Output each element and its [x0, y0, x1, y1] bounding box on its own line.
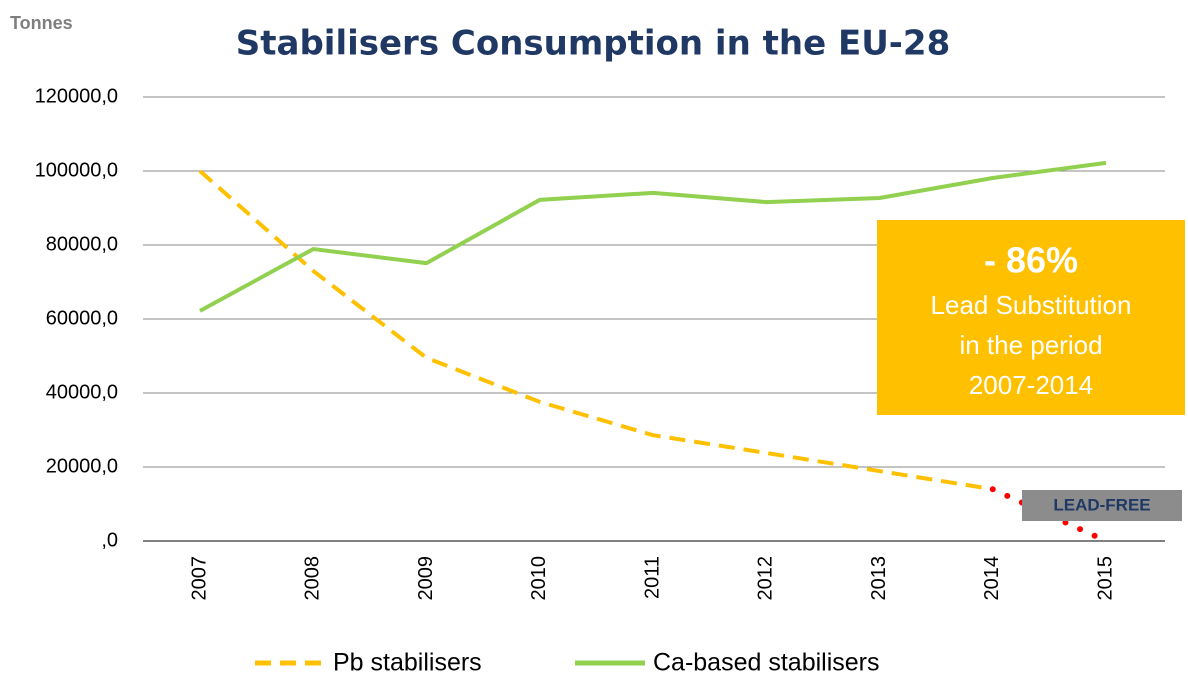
y-tick-label: ,0 — [101, 529, 118, 551]
callout-headline: - 86% — [984, 240, 1078, 281]
x-tick-label: 2014 — [981, 556, 1003, 601]
y-tick-label: 20000,0 — [46, 455, 118, 477]
legend-label: Pb stabilisers — [333, 649, 482, 677]
y-axis-label: Tonnes — [10, 13, 73, 33]
x-tick-label: 2009 — [415, 556, 437, 601]
x-tick-label: 2012 — [755, 556, 777, 601]
callout-box — [877, 220, 1185, 415]
x-tick-label: 2007 — [188, 556, 210, 601]
lead-free-label: LEAD-FREE — [1053, 495, 1150, 514]
series-line — [198, 169, 994, 492]
y-tick-label: 80000,0 — [46, 233, 118, 255]
x-tick-label: 2010 — [528, 556, 550, 601]
y-tick-label: 40000,0 — [46, 381, 118, 403]
callout-line: Lead Substitution — [931, 290, 1132, 320]
x-tick-label: 2013 — [868, 556, 890, 601]
y-tick-label: 120000,0 — [35, 85, 118, 107]
lead-free-box — [1022, 490, 1182, 521]
x-tick-label: 2008 — [302, 556, 324, 601]
x-tick-label: 2015 — [1094, 556, 1116, 601]
legend-label: Ca-based stabilisers — [653, 649, 880, 677]
y-tick-label: 100000,0 — [35, 159, 118, 181]
callout-line: in the period — [959, 330, 1102, 360]
x-tick-label: 2011 — [641, 556, 663, 599]
series-line — [199, 160, 1107, 313]
callout-line: 2007-2014 — [969, 370, 1093, 400]
chart-title: Stabilisers Consumption in the EU-28 — [236, 24, 950, 64]
y-tick-label: 60000,0 — [46, 307, 118, 329]
